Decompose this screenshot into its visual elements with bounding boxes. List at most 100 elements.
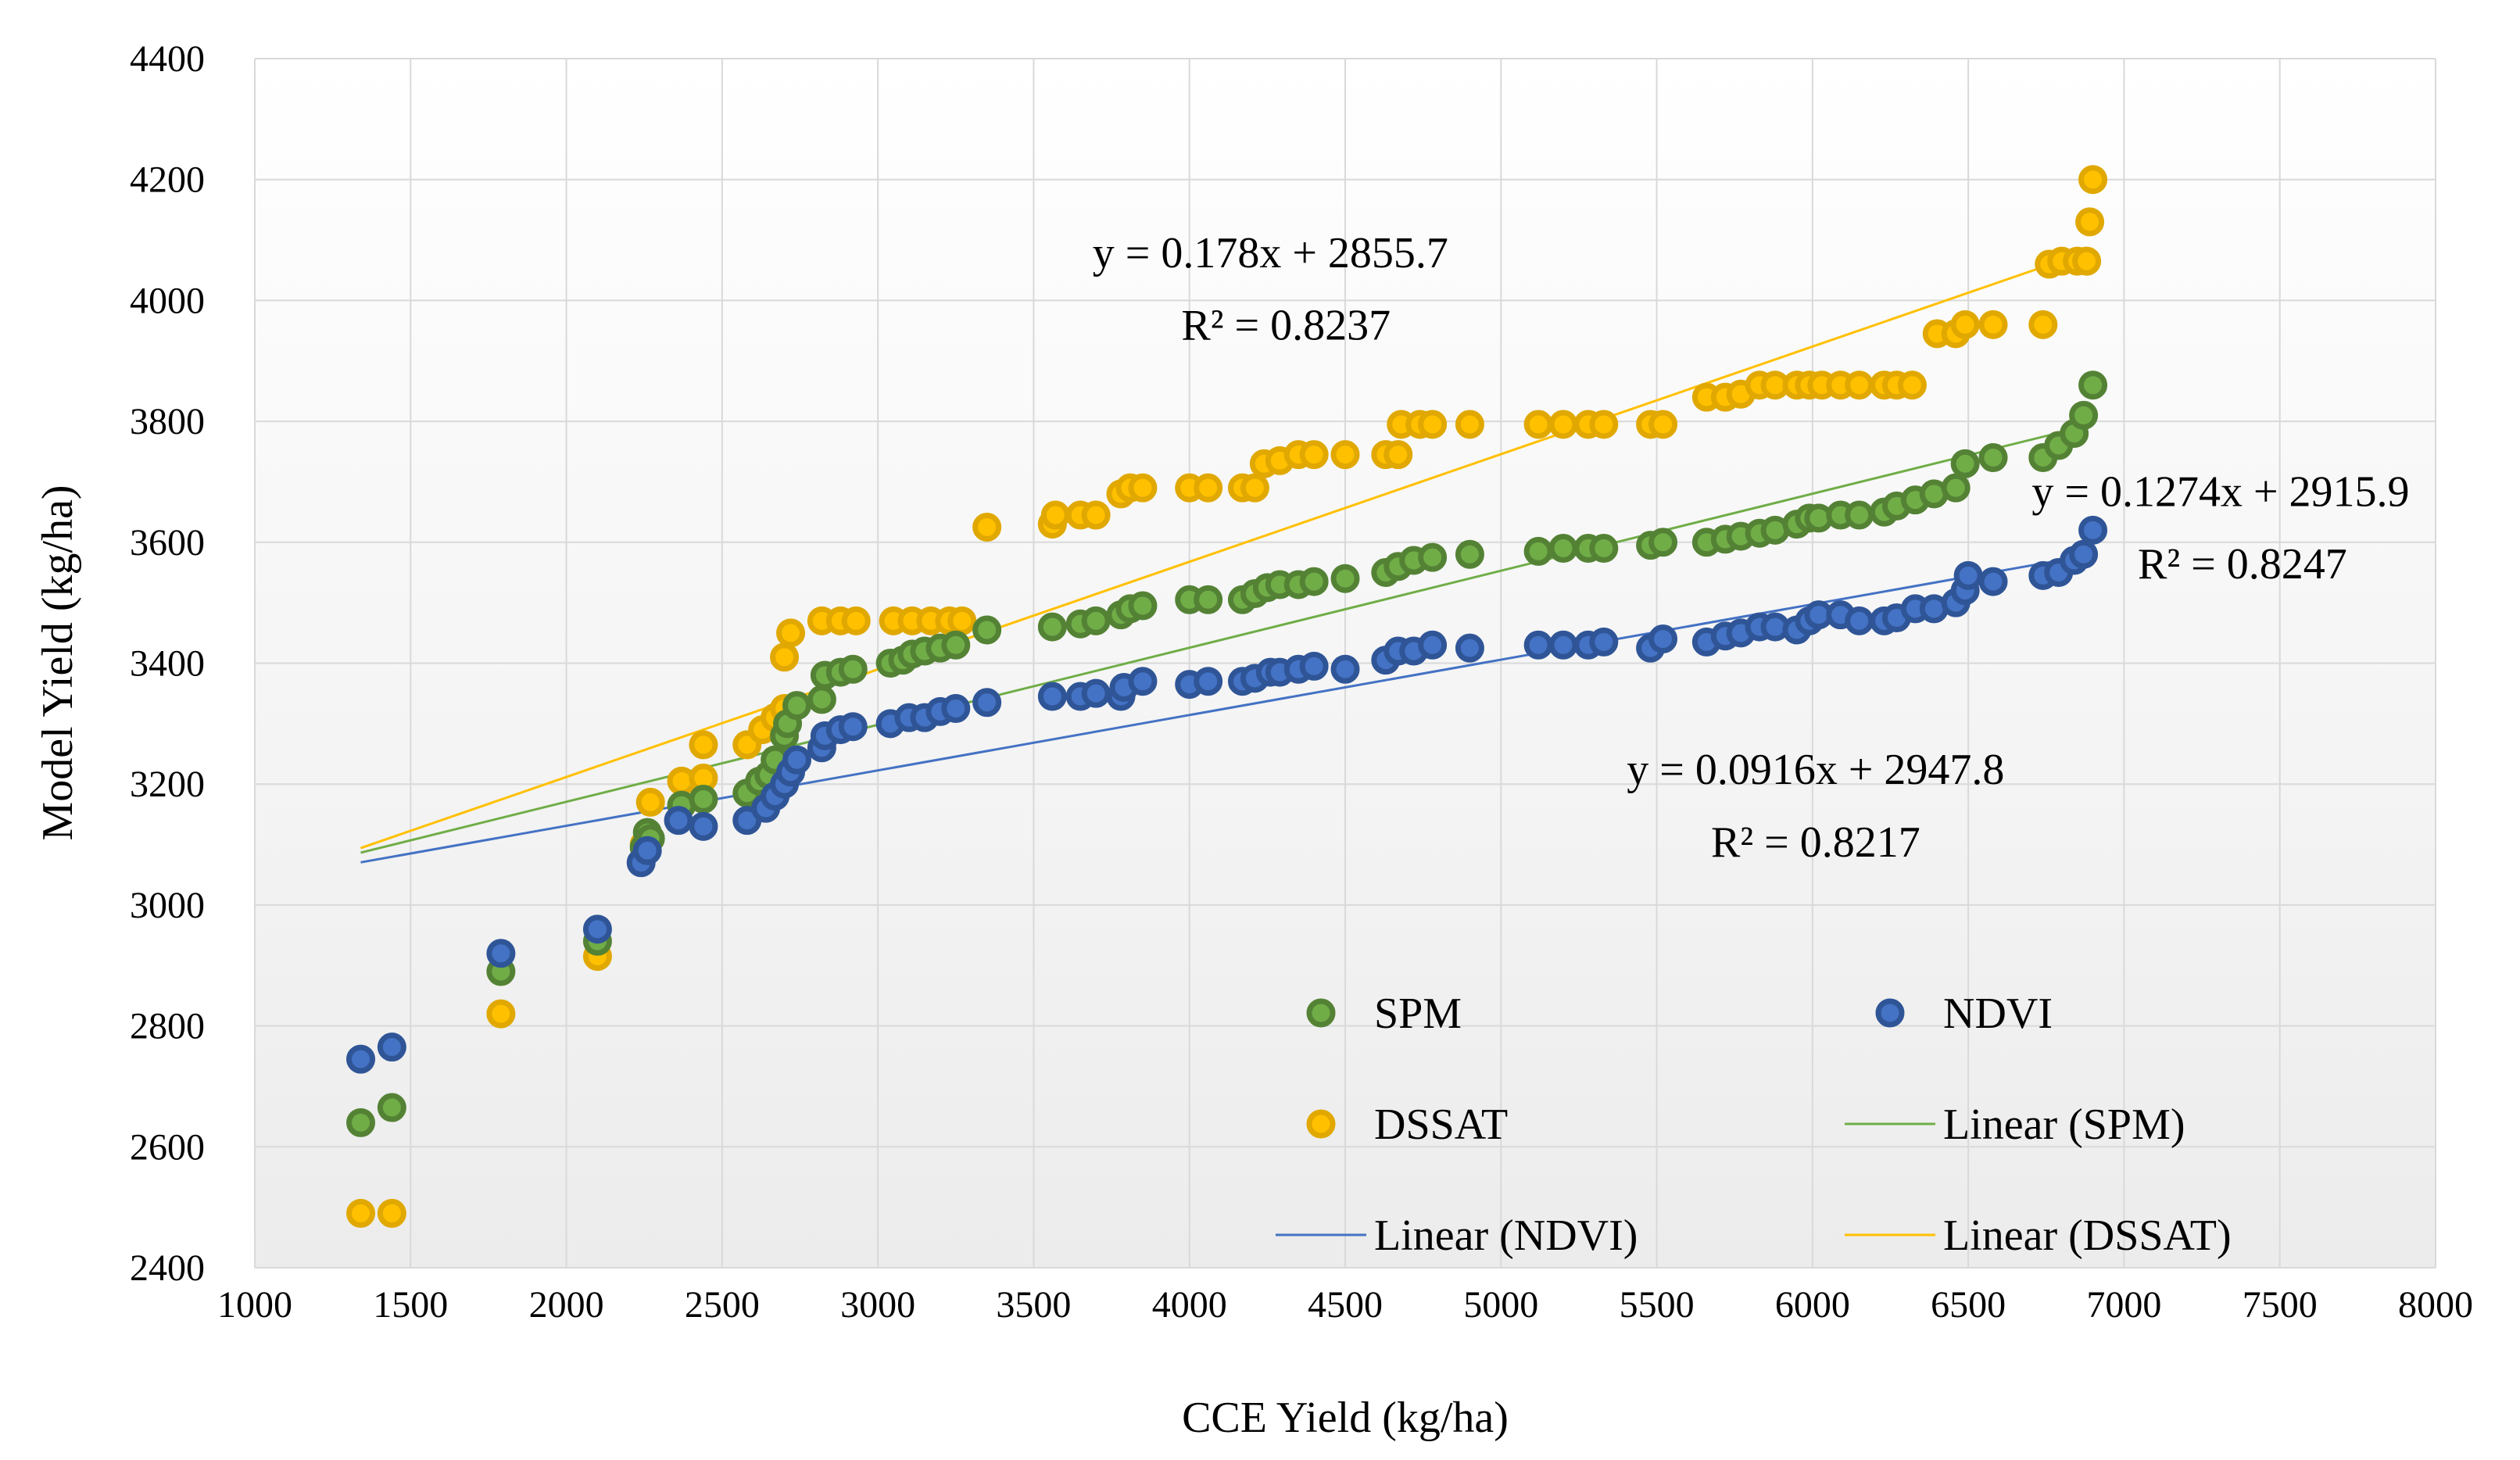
legend-label: Linear (SPM): [1943, 1100, 2185, 1149]
point-dssat: [689, 730, 718, 760]
x-tick-label: 4500: [1308, 1284, 1383, 1326]
point-ndvi: [1037, 682, 1067, 711]
legend-label: DSSAT: [1374, 1100, 1508, 1149]
legend-label: NDVI: [1943, 989, 2053, 1038]
point-ndvi: [1194, 667, 1223, 696]
point-dssat: [1589, 410, 1619, 439]
x-tick-label: 1000: [217, 1284, 292, 1326]
point-ndvi: [1128, 667, 1158, 696]
x-tick-label: 3000: [840, 1284, 915, 1326]
y-tick-label: 4200: [130, 159, 205, 201]
point-dssat: [972, 512, 1002, 542]
point-ndvi: [2069, 539, 2099, 569]
point-dssat: [1081, 500, 1111, 530]
legend-label: Linear (NDVI): [1374, 1211, 1638, 1260]
trendline-dssat: [360, 249, 2094, 850]
point-ndvi: [1648, 624, 1678, 654]
y-tick-label: 4400: [130, 38, 205, 80]
point-dssat: [1897, 370, 1927, 400]
point-dssat: [1194, 473, 1223, 503]
point-dssat: [1978, 310, 2008, 339]
point-ndvi: [689, 811, 718, 841]
equation-annotations: y = 0.178x + 2855.7 R² = 0.8237 y = 0.1274…: [1093, 229, 2410, 867]
legend: SPM NDVI DSSAT Linear (SPM) Linear (NDVI) Lin…: [1276, 989, 2232, 1260]
point-ndvi: [1330, 654, 1360, 684]
point-spm: [689, 785, 718, 814]
legend-label: SPM: [1374, 989, 1462, 1038]
point-dssat: [1523, 410, 1553, 439]
point-ndvi: [941, 694, 971, 724]
point-ndvi: [346, 1044, 376, 1074]
point-dssat: [1455, 410, 1484, 439]
point-spm: [346, 1108, 376, 1137]
legend-label: Linear (DSSAT): [1943, 1211, 2232, 1260]
x-axis-title: CCE Yield (kg/ha): [1182, 1394, 1509, 1442]
y-tick-label: 3200: [130, 764, 205, 805]
trendline-spm: [360, 423, 2093, 854]
point-ndvi: [377, 1032, 406, 1062]
point-spm: [1455, 539, 1484, 569]
point-spm: [1950, 449, 1980, 478]
point-ndvi: [632, 836, 662, 865]
point-ndvi: [1299, 651, 1329, 681]
point-ndvi: [1845, 606, 1874, 635]
point-ndvi: [1978, 567, 2008, 596]
legend-marker-spm: [1306, 998, 1336, 1028]
point-dssat: [947, 606, 977, 635]
point-ndvi: [1081, 678, 1111, 708]
point-spm: [1418, 542, 1448, 572]
point-spm: [1978, 443, 2008, 473]
point-spm: [838, 654, 868, 684]
point-dssat: [841, 606, 871, 635]
x-tick-label: 6000: [1775, 1284, 1850, 1326]
legend-marker-dssat: [1306, 1109, 1336, 1139]
x-tick-label: 7000: [2086, 1284, 2161, 1326]
x-tick-label: 8000: [2398, 1284, 2473, 1326]
x-tick-label: 4000: [1152, 1284, 1227, 1326]
point-dssat: [1845, 370, 1874, 400]
point-ndvi: [838, 712, 868, 742]
y-tick-label: 2800: [130, 1006, 205, 1047]
y-tick-label: 3000: [130, 885, 205, 926]
y-tick-label: 2400: [130, 1247, 205, 1289]
y-tick-label: 4000: [130, 280, 205, 321]
x-tick-label: 7500: [2243, 1284, 2318, 1326]
trend-annotation-dssat: R² = 0.8237: [1181, 302, 1391, 350]
point-dssat: [2072, 246, 2102, 276]
point-spm: [1330, 564, 1360, 593]
y-tick-label: 3400: [130, 643, 205, 685]
point-ndvi: [1523, 630, 1553, 660]
point-spm: [1081, 606, 1111, 635]
point-dssat: [1330, 440, 1360, 470]
point-ndvi: [1548, 630, 1578, 660]
x-tick-label: 6500: [1931, 1284, 2006, 1326]
point-dssat: [1240, 473, 1269, 503]
point-spm: [1523, 536, 1553, 566]
x-tick-label: 3500: [996, 1284, 1071, 1326]
point-spm: [1845, 500, 1874, 530]
trend-annotation-ndvi: y = 0.0916x + 2947.8: [1627, 746, 2004, 794]
y-tick-label: 2600: [130, 1126, 205, 1168]
y-tick-label: 3600: [130, 522, 205, 564]
point-dssat: [2078, 165, 2108, 195]
point-dssat: [635, 787, 665, 817]
trend-annotation-spm: R² = 0.8247: [2138, 540, 2347, 589]
trend-annotation-ndvi: R² = 0.8217: [1711, 818, 1920, 867]
point-dssat: [2075, 207, 2105, 237]
point-spm: [1589, 534, 1619, 564]
point-spm: [377, 1093, 406, 1122]
x-tick-label: 1500: [373, 1284, 448, 1326]
point-spm: [1037, 612, 1067, 642]
point-dssat: [1648, 410, 1678, 439]
point-dssat: [776, 618, 806, 648]
trend-annotation-spm: y = 0.1274x + 2915.9: [2031, 467, 2409, 516]
point-spm: [2078, 370, 2108, 400]
point-dssat: [1418, 410, 1448, 439]
trend-annotation-dssat: y = 0.178x + 2855.7: [1093, 229, 1448, 277]
point-dssat: [1299, 440, 1329, 470]
legend-marker-ndvi: [1875, 998, 1905, 1028]
point-spm: [1194, 585, 1223, 614]
point-spm: [1648, 528, 1678, 557]
x-tick-label: 2000: [529, 1284, 604, 1326]
point-spm: [941, 630, 971, 660]
